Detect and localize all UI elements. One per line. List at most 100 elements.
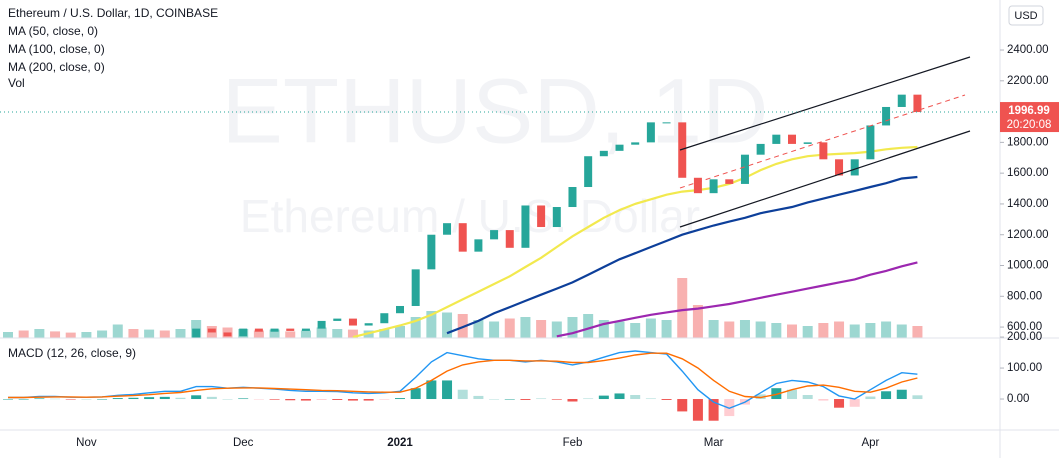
last-price-box (1000, 102, 1059, 133)
candle (490, 230, 499, 240)
histogram-bar (771, 388, 782, 400)
volume-bar (473, 320, 484, 338)
histogram-bar (630, 394, 641, 400)
macd-pane (3, 350, 923, 421)
histogram-bar (802, 394, 813, 400)
candle (427, 234, 436, 270)
currency-label: USD (1014, 10, 1037, 22)
volume-bar (739, 320, 750, 338)
volume-bar (677, 278, 688, 338)
volume-bar (520, 317, 531, 338)
volume-bar (159, 330, 170, 338)
candle (176, 347, 184, 349)
volume-bar (896, 324, 907, 338)
y-tick-label: 2400.00 (1007, 44, 1049, 56)
volume-bar (849, 324, 860, 338)
volume-bar (269, 329, 280, 338)
volume-bar (755, 321, 766, 338)
histogram-bar (912, 395, 923, 400)
volume-bar (630, 323, 641, 338)
histogram-bar (410, 388, 421, 400)
volume-bar (316, 327, 327, 338)
candle (568, 187, 577, 208)
histogram-bar (395, 398, 405, 400)
candle (239, 328, 248, 337)
volume-bar (818, 323, 829, 338)
histogram-bar (442, 380, 453, 400)
currency-button[interactable] (1008, 5, 1044, 26)
histogram-bar (81, 399, 92, 400)
histogram-bar (489, 399, 500, 400)
watermark: ETHUSD, 1D (222, 60, 769, 162)
histogram-bar (175, 397, 186, 400)
x-tick-label: Apr (861, 437, 879, 449)
volume-bar (97, 330, 108, 338)
ma-line (556, 261, 918, 338)
candle (521, 205, 530, 248)
volume-bar (379, 329, 390, 338)
x-tick-label: Mar (704, 437, 724, 449)
candle (443, 223, 452, 235)
histogram-bar (269, 399, 280, 400)
volume-bar (645, 318, 656, 338)
candle (599, 150, 608, 157)
volume-bar (144, 329, 155, 338)
x-tick-label: 2021 (387, 437, 413, 449)
candle (301, 328, 310, 331)
candle (803, 142, 812, 144)
histogram-bar (112, 398, 123, 400)
volume-bar (598, 320, 609, 338)
candle (897, 94, 906, 107)
histogram-bar (253, 399, 264, 400)
macd-tick-label: 0.00 (1007, 393, 1029, 405)
candle (756, 143, 765, 155)
candle (458, 223, 467, 252)
candle (207, 328, 216, 333)
histogram-bar (818, 399, 829, 401)
histogram-bar (50, 398, 61, 400)
candle (709, 179, 718, 194)
candle (317, 320, 326, 329)
candle (725, 179, 734, 184)
candle (145, 346, 153, 350)
last-price-label: 1996.99 (1008, 105, 1050, 117)
histogram-bar (426, 380, 437, 400)
candle (223, 332, 232, 337)
histogram-bar (128, 397, 139, 400)
volume-bar (253, 330, 264, 338)
candle (584, 156, 593, 188)
histogram-bar (708, 399, 719, 421)
candle (866, 125, 875, 160)
candle (396, 305, 404, 314)
histogram-bar (332, 399, 343, 400)
y-tick-label: 1200.00 (1007, 229, 1049, 241)
volume-bar (802, 326, 813, 338)
candle (161, 346, 169, 348)
candle (348, 318, 357, 326)
histogram-bar (849, 399, 860, 407)
candle (537, 205, 546, 228)
volume-bar (347, 329, 358, 338)
histogram-bar (567, 399, 578, 402)
candle (819, 142, 828, 160)
macd-tick-label: 100.00 (1007, 362, 1042, 374)
histogram-bar (787, 389, 797, 400)
y-tick-label: 1000.00 (1007, 260, 1049, 272)
candle (772, 134, 781, 144)
histogram-bar (206, 396, 217, 400)
chart-title: Ethereum / U.S. Dollar, 1D, COINBASE (8, 6, 218, 20)
candle (678, 122, 687, 178)
volume-bar (332, 329, 343, 338)
histogram-bar (97, 399, 108, 400)
candle (270, 328, 279, 332)
histogram-bar (536, 398, 547, 400)
volume-bar (81, 332, 92, 338)
histogram-bar (504, 399, 515, 400)
legend-entry: MA (100, close, 0) (8, 42, 105, 56)
volume-bar (112, 324, 123, 338)
y-tick-label: 1800.00 (1007, 136, 1049, 148)
histogram-bar (692, 399, 703, 421)
volume-bar (708, 320, 719, 338)
candle (411, 269, 420, 306)
